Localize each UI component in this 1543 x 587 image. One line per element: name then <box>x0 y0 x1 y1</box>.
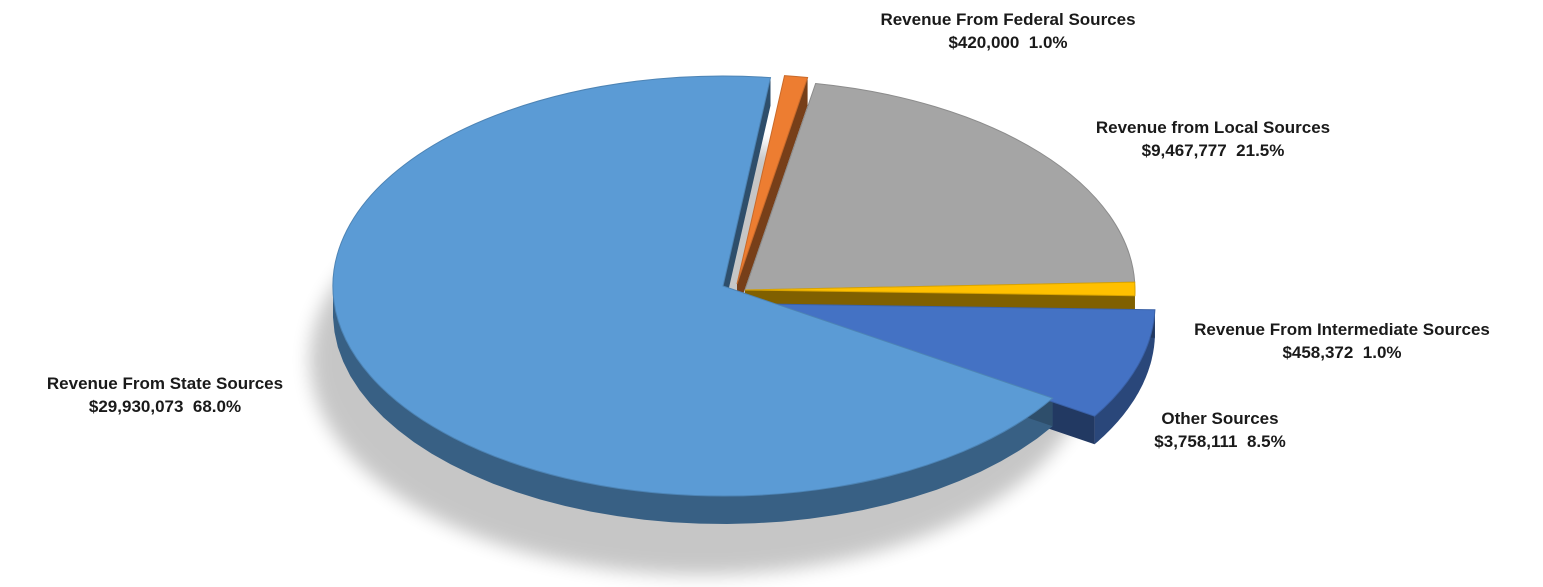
slice-name: Revenue from Local Sources <box>1095 118 1331 137</box>
pie-slices <box>332 75 1156 497</box>
pie-slice <box>744 82 1136 291</box>
pie-slice <box>332 75 1054 497</box>
pie-slice <box>736 75 809 285</box>
slice-name: Revenue From Federal Sources <box>880 10 1136 29</box>
pie-slice-edge <box>737 77 808 312</box>
slice-value: $458,372 1.0% <box>1282 343 1402 362</box>
slice-value: $3,758,111 8.5% <box>1154 432 1286 451</box>
slice-label-other: Other Sources $3,758,111 8.5% <box>1154 407 1285 453</box>
slice-name: Revenue From Intermediate Sources <box>1194 320 1490 339</box>
slice-name: Revenue From State Sources <box>46 374 284 393</box>
slice-label-intermediate: Revenue From Intermediate Sources $458,3… <box>1194 318 1490 364</box>
pie-slice <box>764 303 1156 417</box>
slice-label-federal: Revenue From Federal Sources $420,000 1.… <box>880 8 1135 54</box>
slice-value: $9,467,777 21.5% <box>1141 141 1285 160</box>
slice-value: $420,000 1.0% <box>948 33 1068 52</box>
pie-slice <box>744 281 1136 297</box>
slice-name: Other Sources <box>1161 409 1279 428</box>
slice-value: $29,930,073 68.0% <box>88 397 242 416</box>
pie-slice-side <box>1094 309 1155 445</box>
pie-slice-edge <box>723 77 771 314</box>
pie-slice-side <box>333 289 1053 524</box>
slice-label-local: Revenue from Local Sources $9,467,777 21… <box>1096 116 1330 162</box>
slice-label-state: Revenue From State Sources $29,930,073 6… <box>47 372 283 418</box>
